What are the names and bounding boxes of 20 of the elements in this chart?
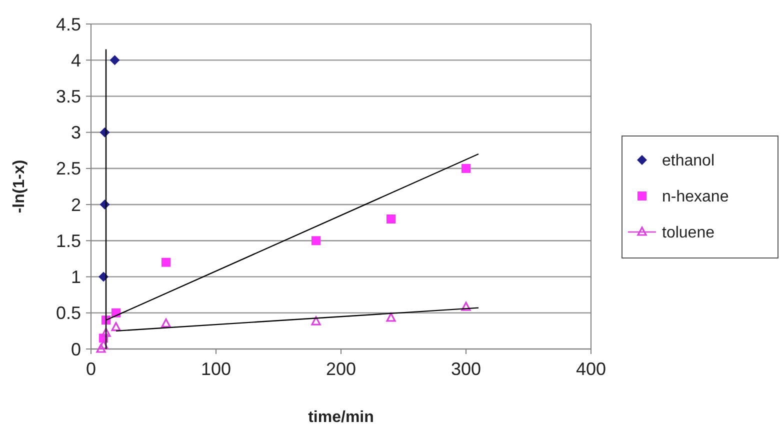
y-tick-label: 0 xyxy=(70,339,81,360)
y-tick-label: 3 xyxy=(70,122,81,143)
legend-label: toluene xyxy=(662,224,715,242)
y-tick-label: 2.5 xyxy=(56,158,81,179)
legend-label: ethanol xyxy=(662,152,714,170)
x-tick-label: 0 xyxy=(86,359,96,379)
y-tick-label: 1 xyxy=(70,267,81,288)
x-axis-title: time/min xyxy=(308,409,374,426)
y-tick-label: 4 xyxy=(70,50,81,70)
x-tick-label: 300 xyxy=(450,359,482,379)
y-tick-label: 4.5 xyxy=(56,14,81,34)
y-tick-label: 0.5 xyxy=(56,303,81,324)
y-tick-label: 3.5 xyxy=(56,86,81,107)
x-tick-label: 400 xyxy=(576,359,606,379)
x-tick-label: 200 xyxy=(326,359,356,379)
legend-label: n-hexane xyxy=(662,188,729,206)
x-tick-label: 100 xyxy=(200,359,232,379)
y-tick-label: 2 xyxy=(70,194,81,215)
y-tick-label: 1.5 xyxy=(56,230,81,251)
y-axis-title: -ln(1-x) xyxy=(11,160,28,214)
